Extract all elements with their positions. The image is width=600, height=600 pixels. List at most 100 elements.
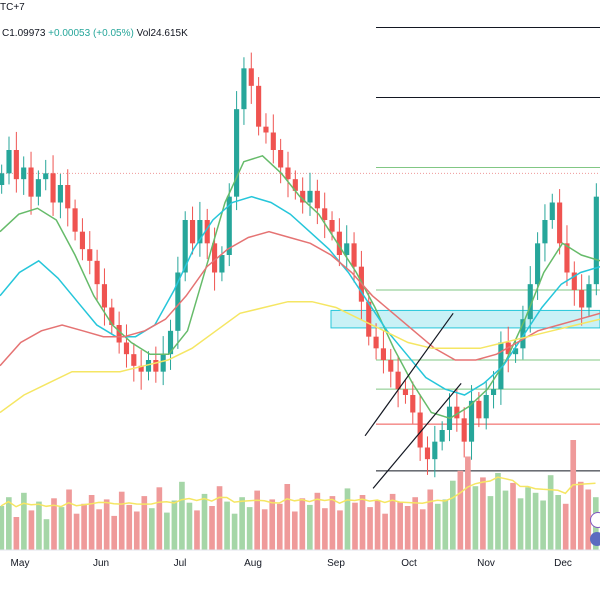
volume-bar	[510, 482, 516, 550]
volume-bar	[434, 503, 441, 550]
volume-bar	[239, 497, 245, 550]
candle-body	[417, 412, 423, 448]
candle-body	[35, 179, 41, 197]
volume-bar	[51, 498, 57, 550]
x-tick-label: Oct	[401, 558, 417, 569]
candle-body	[351, 243, 357, 267]
candle-body	[329, 220, 335, 232]
candle-body	[476, 400, 482, 419]
x-tick-label: May	[11, 558, 30, 569]
candle-body	[212, 243, 218, 273]
volume-bar	[389, 493, 396, 550]
close-value: 1.09973	[9, 28, 46, 39]
volume-bar	[0, 506, 5, 550]
volume-bar	[419, 509, 426, 550]
volume-bars	[0, 440, 599, 550]
x-tick-label: Jul	[174, 558, 187, 569]
candle-body	[366, 301, 372, 337]
candle-body	[234, 109, 240, 197]
volume-bar	[397, 501, 403, 550]
volume-bar	[465, 456, 471, 550]
volume-bar	[442, 499, 449, 550]
candle-body	[79, 231, 85, 250]
candle-body	[424, 447, 431, 460]
volume-bar	[352, 502, 358, 550]
candle-body	[197, 220, 203, 244]
volume-bar	[13, 517, 20, 550]
volume-ma	[0, 476, 596, 508]
candle-body	[307, 190, 313, 203]
volume-bar	[43, 519, 50, 550]
volume-bar	[246, 507, 253, 550]
candle-body	[513, 348, 519, 355]
candle-body	[87, 249, 93, 261]
volume-bar	[96, 509, 102, 550]
volume-bar	[6, 497, 12, 550]
ma-line	[0, 300, 600, 414]
candle-body	[278, 150, 284, 168]
candle-body	[395, 371, 401, 390]
x-tick-label: Jun	[93, 558, 109, 569]
candle-body	[153, 360, 159, 372]
volume-bar	[261, 509, 268, 550]
candle-body	[373, 336, 379, 349]
volume-bar	[532, 492, 539, 550]
candle-body	[0, 173, 5, 185]
volume-bar	[216, 486, 223, 550]
candle-body	[483, 395, 489, 419]
candle-body	[175, 272, 181, 331]
channel-upper	[364, 312, 454, 437]
candle-body	[490, 389, 497, 395]
candle-body	[13, 150, 19, 180]
volume-bar	[209, 506, 215, 550]
candle-body	[270, 132, 276, 150]
volume-bar	[73, 513, 80, 550]
volume-bar	[337, 510, 343, 550]
candle-body	[138, 365, 144, 372]
volume-bar	[322, 508, 328, 550]
volume-bar	[382, 513, 388, 550]
volume-bar	[450, 480, 456, 550]
volume-bar	[487, 496, 494, 550]
volume-bar	[276, 503, 283, 550]
volume-bar	[118, 491, 125, 550]
volume-bar	[291, 511, 298, 550]
candle-body	[182, 220, 188, 273]
candle-body	[94, 260, 100, 285]
candle-body	[167, 330, 174, 355]
volume-bar	[186, 502, 193, 550]
candle-body	[28, 167, 34, 197]
candle-body	[57, 185, 63, 203]
candle-body	[388, 360, 394, 372]
candle-body	[6, 150, 12, 174]
candle-body	[65, 185, 71, 209]
candle-body	[116, 325, 122, 343]
volume-bar	[103, 499, 110, 550]
close-label: C	[2, 28, 10, 39]
x-tick-label: Nov	[477, 558, 495, 569]
candles	[0, 52, 599, 478]
volume-bar	[540, 500, 546, 550]
volume-bar	[314, 492, 321, 550]
candle-body	[454, 406, 460, 419]
candle-body	[204, 220, 210, 244]
trend-channel[interactable]	[364, 312, 462, 489]
x-tick-label: Aug	[244, 558, 262, 569]
candle-body	[314, 190, 320, 209]
candle-body	[542, 220, 548, 244]
candle-body	[160, 354, 166, 372]
volume-bar	[404, 506, 411, 550]
eye-icon[interactable]	[590, 512, 600, 528]
volume-bar	[88, 495, 95, 550]
volume-bar	[21, 492, 27, 550]
volume-bar	[171, 500, 178, 550]
volume-bar	[28, 510, 35, 550]
volume-bar	[254, 490, 260, 550]
volume-bar	[133, 511, 140, 550]
ma-line	[0, 195, 600, 396]
volume-bar	[307, 504, 313, 550]
candle-body	[256, 85, 262, 127]
bell-icon[interactable]	[590, 532, 600, 546]
volume-bar	[156, 487, 163, 550]
